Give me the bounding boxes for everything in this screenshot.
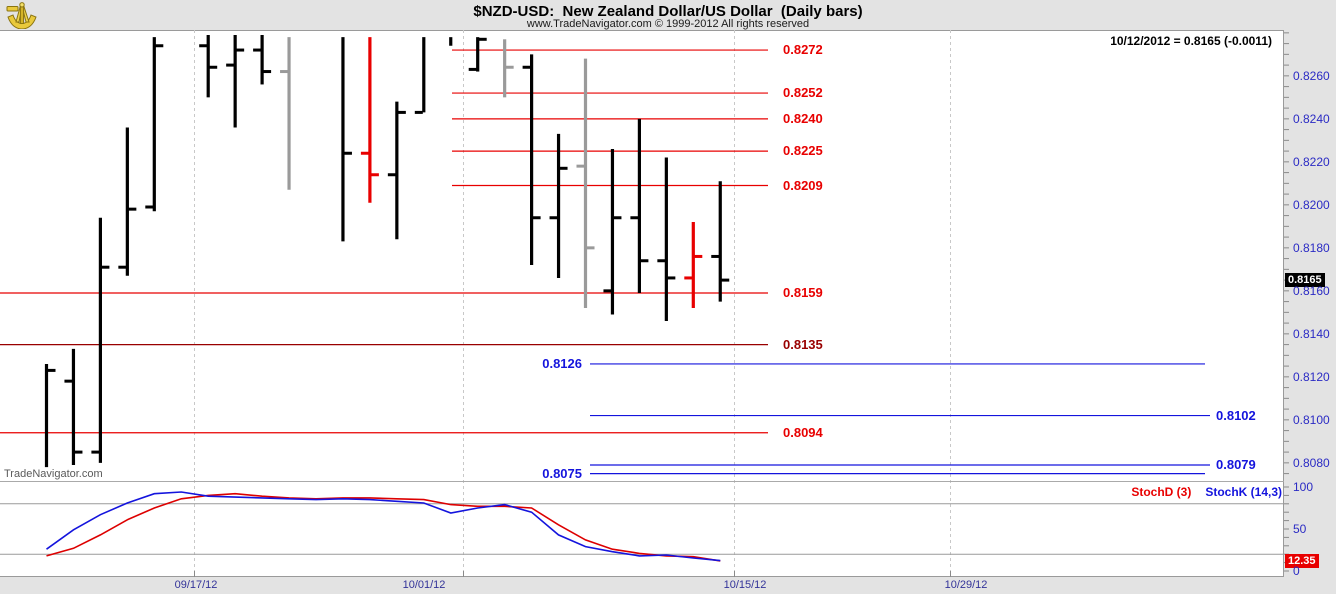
copyright-subtitle: www.TradeNavigator.com © 1999-2012 All r…	[526, 18, 810, 30]
trade-navigator-logo-sextant-icon	[6, 2, 37, 29]
chart-plot-area[interactable]	[0, 30, 1284, 577]
stoch-k-curve	[46, 491, 721, 562]
stoch-d-curve	[46, 492, 721, 562]
chart-title: $NZD-USD: New Zealand Dollar/US Dollar (…	[473, 3, 863, 20]
